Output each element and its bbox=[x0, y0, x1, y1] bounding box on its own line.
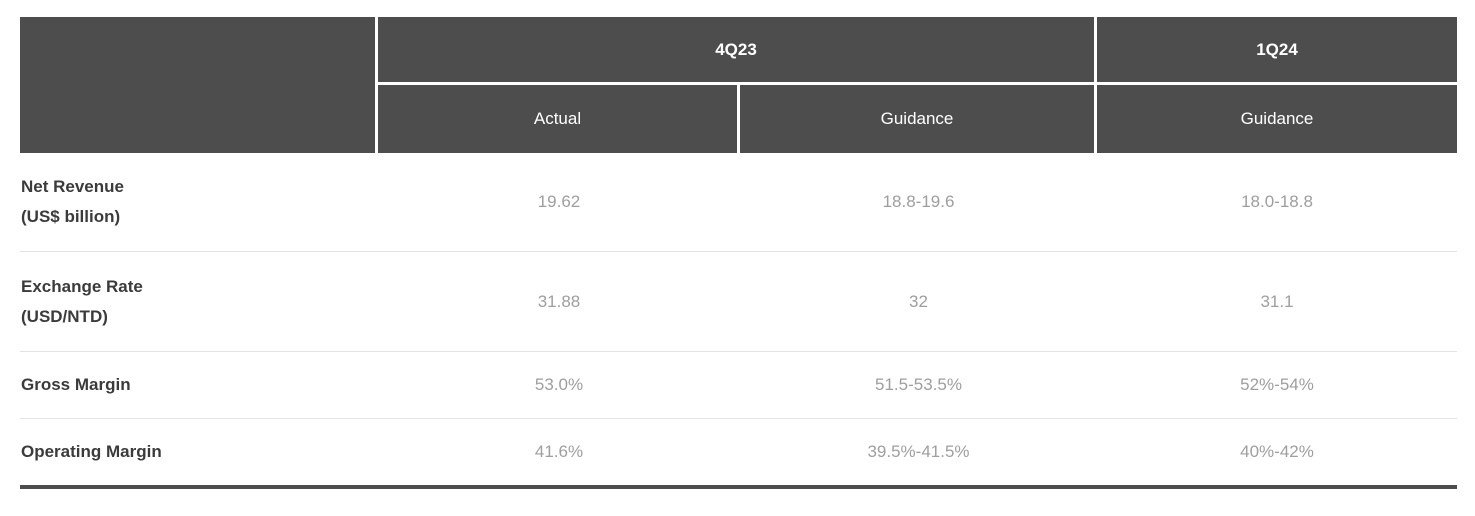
row-label-unit: (US$ billion) bbox=[21, 207, 121, 226]
cell-operating-margin-guidance-1q24: 40%-42% bbox=[1097, 419, 1457, 489]
cell-gross-margin-actual: 53.0% bbox=[378, 352, 740, 419]
subheader-guidance-1q24: Guidance bbox=[1097, 85, 1457, 153]
row-label-net-revenue: Net Revenue (US$ billion) bbox=[20, 153, 378, 252]
subheader-guidance-4q23: Guidance bbox=[740, 85, 1097, 153]
row-label-text: Operating Margin bbox=[21, 442, 162, 461]
column-group-4q23: 4Q23 bbox=[378, 17, 1097, 85]
row-label-exchange-rate: Exchange Rate (USD/NTD) bbox=[20, 252, 378, 352]
row-label-gross-margin: Gross Margin bbox=[20, 352, 378, 419]
cell-exchange-rate-actual: 31.88 bbox=[378, 252, 740, 352]
table-row-exchange-rate: Exchange Rate (USD/NTD) 31.88 32 31.1 bbox=[20, 252, 1457, 352]
cell-operating-margin-actual: 41.6% bbox=[378, 419, 740, 489]
row-label-unit: (USD/NTD) bbox=[21, 306, 108, 326]
table-row-gross-margin: Gross Margin 53.0% 51.5-53.5% 52%-54% bbox=[20, 352, 1457, 419]
cell-operating-margin-guidance-4q23: 39.5%-41.5% bbox=[740, 419, 1097, 489]
guidance-table: 4Q23 1Q24 Actual Guidance Guidance Net R… bbox=[20, 17, 1457, 489]
guidance-table-container: 4Q23 1Q24 Actual Guidance Guidance Net R… bbox=[20, 17, 1457, 489]
table-row-net-revenue: Net Revenue (US$ billion) 19.62 18.8-19.… bbox=[20, 153, 1457, 252]
cell-net-revenue-actual: 19.62 bbox=[378, 153, 740, 252]
cell-exchange-rate-guidance-1q24: 31.1 bbox=[1097, 252, 1457, 352]
header-corner-cell bbox=[20, 17, 378, 153]
subheader-actual: Actual bbox=[378, 85, 740, 153]
row-label-operating-margin: Operating Margin bbox=[20, 419, 378, 489]
row-label-text: Net Revenue bbox=[21, 177, 124, 196]
row-label-text: Exchange Rate bbox=[21, 276, 143, 296]
cell-gross-margin-guidance-4q23: 51.5-53.5% bbox=[740, 352, 1097, 419]
cell-gross-margin-guidance-1q24: 52%-54% bbox=[1097, 352, 1457, 419]
cell-net-revenue-guidance-1q24: 18.0-18.8 bbox=[1097, 153, 1457, 252]
row-label-text: Gross Margin bbox=[21, 375, 131, 394]
column-group-1q24: 1Q24 bbox=[1097, 17, 1457, 85]
table-row-operating-margin: Operating Margin 41.6% 39.5%-41.5% 40%-4… bbox=[20, 419, 1457, 489]
cell-net-revenue-guidance-4q23: 18.8-19.6 bbox=[740, 153, 1097, 252]
cell-exchange-rate-guidance-4q23: 32 bbox=[740, 252, 1097, 352]
